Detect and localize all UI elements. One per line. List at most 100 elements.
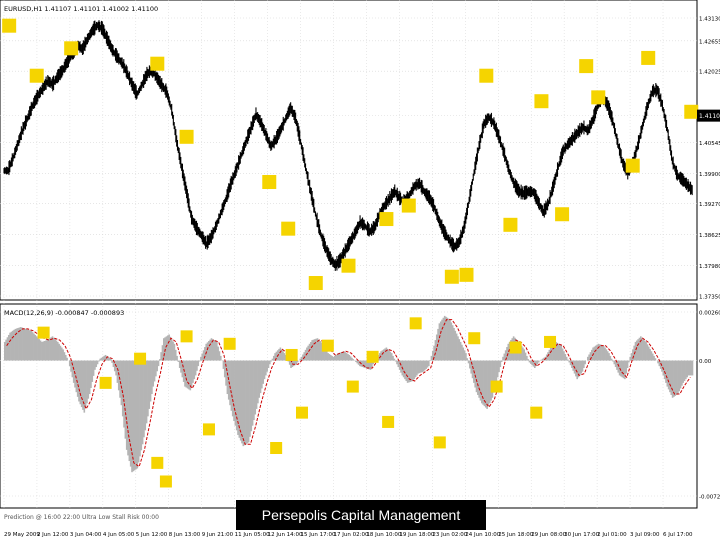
price-marker: [64, 41, 79, 56]
macd-histogram-bar: [180, 360, 182, 373]
macd-histogram-bar: [575, 360, 577, 377]
macd-histogram-bar: [474, 360, 476, 388]
macd-histogram-bar: [95, 360, 98, 368]
macd-histogram-bar: [392, 355, 394, 361]
macd-histogram-bar: [10, 331, 13, 361]
macd-histogram-bar: [628, 360, 630, 363]
macd-histogram-bar: [600, 344, 602, 361]
macd-histogram-bar: [188, 360, 190, 390]
macd-histogram-bar: [27, 329, 30, 361]
macd-histogram-bar: [324, 348, 327, 361]
macd-histogram-bar: [658, 360, 661, 367]
macd-histogram-bar: [355, 360, 357, 362]
price-panel: [0, 0, 698, 301]
macd-marker: [490, 380, 503, 393]
brand-banner: Persepolis Capital Management: [236, 500, 486, 530]
macd-histogram-bar: [216, 341, 218, 361]
macd-histogram-bar: [42, 341, 45, 361]
time-tick-label: 3 Jun 04:00: [70, 532, 102, 538]
macd-histogram-bar: [113, 360, 116, 372]
price-marker: [401, 198, 416, 213]
macd-histogram-bar: [322, 343, 324, 361]
macd-marker: [433, 436, 446, 449]
macd-histogram-bar: [25, 328, 27, 361]
macd-marker: [285, 348, 298, 361]
macd-histogram-bar: [104, 354, 107, 361]
macd-histogram-bar: [72, 360, 75, 383]
macd-histogram-bar: [681, 360, 683, 386]
macd-histogram-bar: [13, 329, 15, 361]
macd-marker: [468, 332, 481, 345]
macd-histogram-bar: [270, 360, 272, 362]
macd-histogram-bar: [459, 341, 462, 361]
macd-histogram-bar: [594, 345, 597, 361]
macd-histogram-bar: [87, 360, 90, 399]
macd-histogram-bar: [39, 340, 42, 361]
macd-histogram-bar: [683, 360, 686, 382]
macd-histogram-bar: [254, 360, 257, 415]
macd-histogram-bar: [253, 360, 255, 421]
macd-histogram-bar: [333, 355, 336, 361]
macd-histogram-bar: [26, 329, 29, 361]
macd-histogram-bar: [453, 327, 455, 361]
macd-histogram-bar: [647, 346, 650, 361]
macd-histogram-bar: [675, 360, 678, 395]
time-tick-label: 29 May 2009: [4, 532, 40, 538]
axis-labels: 1.43130 1.42655 1.42025 1.41100 1.40545 1.399…: [4, 17, 720, 538]
macd-histogram-bar: [386, 348, 389, 361]
macd-histogram-bar: [559, 344, 561, 361]
macd-histogram-bar: [117, 360, 120, 391]
macd-histogram-bar: [450, 322, 453, 361]
macd-histogram-bar: [341, 351, 344, 361]
macd-histogram-bar: [290, 360, 292, 368]
macd-histogram-bar: [336, 354, 339, 361]
macd-histogram-bar: [576, 360, 579, 380]
macd-histogram-bar: [139, 360, 141, 457]
macd-histogram-bar: [242, 360, 245, 447]
macd-marker: [530, 406, 543, 419]
macd-histogram-bar: [84, 360, 87, 408]
macd-histogram-bar: [524, 352, 527, 361]
macd-histogram-bar: [193, 360, 196, 380]
macd-histogram-bar: [369, 360, 372, 370]
macd-histogram-bar: [477, 360, 479, 395]
macd-histogram-bar: [292, 360, 295, 367]
macd-histogram-bar: [445, 316, 447, 361]
macd-histogram-bar: [523, 349, 526, 361]
price-tick-label: 1.39270: [699, 202, 720, 208]
macd-histogram-bar: [641, 337, 643, 361]
macd-histogram-bar: [626, 360, 629, 368]
macd-histogram-bar: [204, 347, 206, 361]
macd-histogram-bar: [249, 360, 251, 437]
macd-histogram-bar: [213, 340, 215, 361]
macd-histogram-bar: [83, 360, 86, 413]
macd-histogram-bar: [496, 360, 499, 378]
macd-histogram-bar: [556, 342, 559, 361]
macd-histogram-bar: [222, 360, 225, 369]
macd-histogram-bar: [280, 349, 283, 361]
macd-histogram-bar: [75, 360, 78, 393]
price-marker: [459, 267, 474, 282]
macd-histogram-bar: [7, 334, 10, 361]
macd-histogram-bar: [151, 360, 153, 395]
macd-histogram-bar: [347, 354, 349, 361]
macd-histogram-bar: [417, 360, 420, 374]
price-marker: [308, 276, 323, 291]
macd-histogram-bar: [609, 355, 612, 361]
macd-tick-label: 0.00: [699, 359, 712, 365]
macd-histogram-bar: [325, 350, 328, 361]
macd-legend: MACD(12,26,9) -0.000847 -0.000893: [4, 309, 124, 317]
macd-histogram-bar: [62, 349, 64, 361]
macd-histogram-bar: [43, 341, 46, 361]
macd-histogram-bar: [124, 360, 127, 439]
macd-histogram-bar: [265, 360, 267, 376]
macd-histogram-bar: [560, 345, 563, 361]
macd-histogram-bar: [402, 360, 405, 378]
macd-histogram-bar: [243, 360, 246, 446]
macd-panel: [0, 303, 698, 509]
macd-histogram-bar: [602, 345, 605, 361]
macd-histogram-bar: [506, 347, 508, 361]
macd-histogram-bar: [530, 360, 532, 364]
macd-histogram-bar: [41, 341, 43, 361]
macd-histogram-bar: [545, 354, 548, 361]
